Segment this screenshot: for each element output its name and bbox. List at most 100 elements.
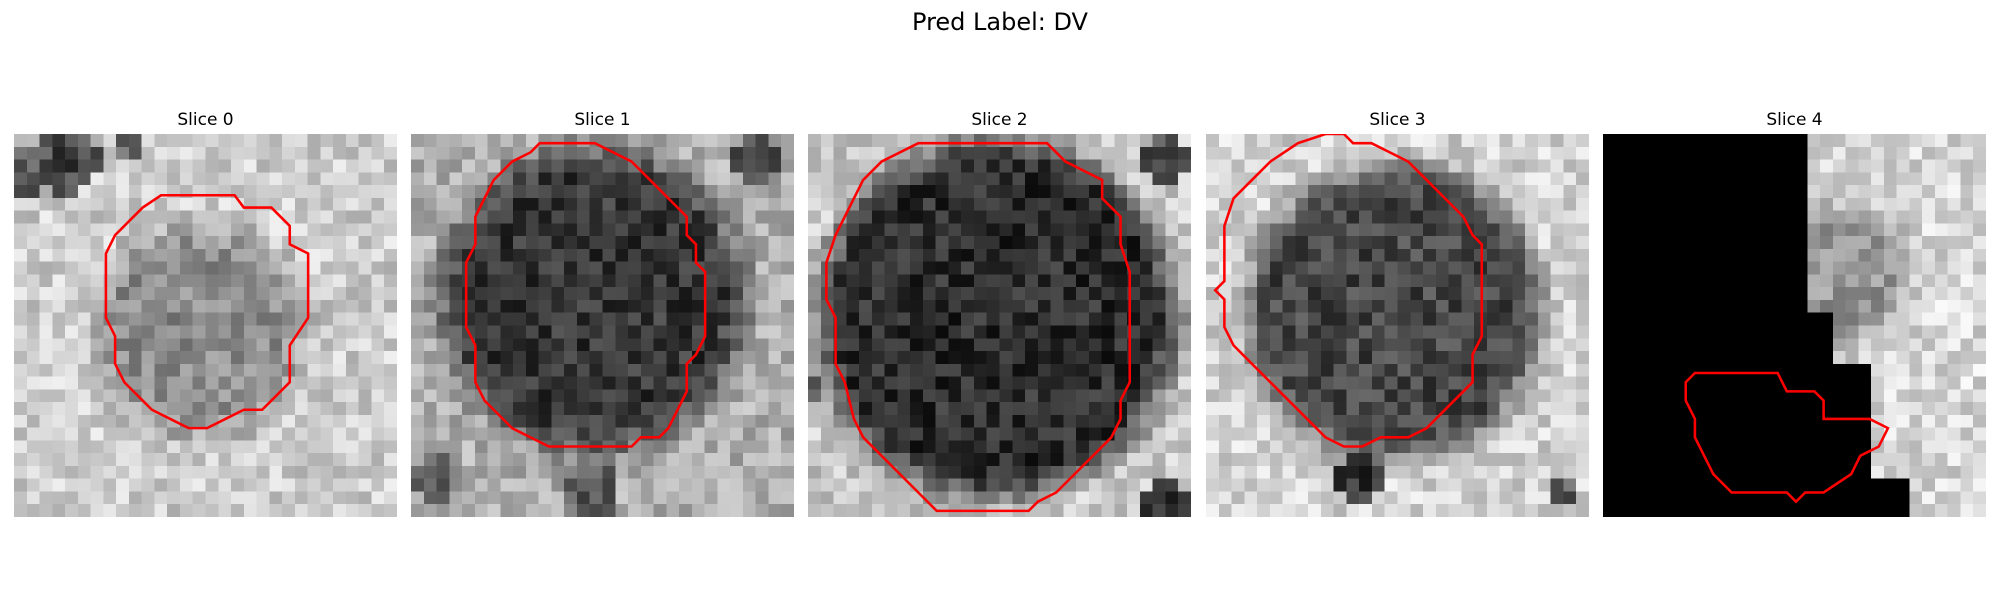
- slice-pixel: [1127, 172, 1141, 186]
- slice-pixel: [1474, 478, 1488, 492]
- slice-pixel: [1525, 478, 1539, 492]
- slice-pixel: [1896, 325, 1910, 339]
- slice-pixel: [345, 134, 359, 148]
- slice-pixel: [730, 338, 744, 352]
- slice-pixel: [167, 197, 181, 211]
- slice-pixel: [1615, 491, 1629, 505]
- slice-pixel: [1435, 210, 1449, 224]
- slice-pixel: [846, 363, 860, 377]
- slice-pixel: [730, 197, 744, 211]
- slice-pixel: [256, 427, 270, 441]
- slice-pixel: [1206, 338, 1220, 352]
- slice-pixel: [26, 236, 40, 250]
- slice-pixel: [65, 172, 79, 186]
- slice-pixel: [538, 223, 552, 237]
- slice-pixel: [1499, 414, 1513, 428]
- slice-pixel: [1101, 134, 1115, 148]
- slice-pixel: [704, 465, 718, 479]
- slice-pixel: [1730, 376, 1744, 390]
- slice-pixel: [1359, 261, 1373, 275]
- slice-pixel: [666, 274, 680, 288]
- slice-pixel: [1333, 414, 1347, 428]
- slice-pixel: [1845, 261, 1859, 275]
- slice-pixel: [1628, 134, 1642, 148]
- slice-pixel: [525, 389, 539, 403]
- slice-pixel: [1037, 159, 1051, 173]
- slice-pixel: [1063, 465, 1077, 479]
- slice-pixel: [1012, 261, 1026, 275]
- slice-pixel: [1576, 223, 1589, 237]
- slice-pixel: [1282, 185, 1296, 199]
- slice-pixel: [1165, 287, 1179, 301]
- slice-pixel: [154, 134, 168, 148]
- slice-pixel: [500, 338, 514, 352]
- slice-pixel: [1628, 453, 1642, 467]
- slice-pixel: [1717, 197, 1731, 211]
- slice-pixel: [256, 146, 270, 160]
- slice-pixel: [423, 287, 437, 301]
- slice-pixel: [256, 376, 270, 390]
- slice-pixel: [1692, 223, 1706, 237]
- slice-pixel: [1550, 261, 1564, 275]
- slice-pixel: [1871, 172, 1885, 186]
- slice-pixel: [1730, 414, 1744, 428]
- slice-pixel: [1743, 248, 1757, 262]
- slice-pixel: [1858, 402, 1872, 416]
- slice-pixel: [820, 210, 834, 224]
- slice-pixel: [1537, 338, 1551, 352]
- slice-pixel: [781, 274, 794, 288]
- slice-pixel: [513, 376, 527, 390]
- slice-pixel: [1883, 351, 1897, 365]
- slice-pixel: [884, 325, 898, 339]
- slice-pixel: [1845, 197, 1859, 211]
- slice-pixel: [1692, 197, 1706, 211]
- slice-pixel: [897, 376, 911, 390]
- slice-pixel: [871, 185, 885, 199]
- slice-pixel: [1832, 491, 1846, 505]
- slice-pixel: [1050, 223, 1064, 237]
- slice-pixel: [910, 363, 924, 377]
- slice-pixel: [922, 236, 936, 250]
- slice-pixel: [1012, 197, 1026, 211]
- slice-pixel: [742, 134, 756, 148]
- slice-pixel: [449, 491, 463, 505]
- slice-pixel: [525, 491, 539, 505]
- slice-pixel: [65, 389, 79, 403]
- slice-pixel: [910, 197, 924, 211]
- slice-pixel: [1012, 402, 1026, 416]
- slice-pixel: [1448, 363, 1462, 377]
- slice-pixel: [1820, 325, 1834, 339]
- slice-pixel: [128, 504, 142, 517]
- slice-pixel: [602, 287, 616, 301]
- slice-pixel: [487, 159, 501, 173]
- slice-pixel: [1525, 248, 1539, 262]
- slice-pixel: [1333, 325, 1347, 339]
- slice-pixel: [742, 274, 756, 288]
- slice-pixel: [935, 274, 949, 288]
- slice-pixel: [1063, 236, 1077, 250]
- slice-pixel: [1269, 236, 1283, 250]
- slice-pixel: [1781, 223, 1795, 237]
- slice-pixel: [1152, 236, 1166, 250]
- slice-pixel: [1960, 210, 1974, 224]
- slice-pixel: [1654, 402, 1668, 416]
- slice-pixel: [1231, 172, 1245, 186]
- slice-pixel: [755, 312, 769, 326]
- slice-pixel: [755, 351, 769, 365]
- slice-pixel: [691, 414, 705, 428]
- slice-pixel: [1346, 325, 1360, 339]
- slice-pixel: [922, 274, 936, 288]
- slice-pixel: [910, 427, 924, 441]
- slice-pixel: [666, 389, 680, 403]
- slice-pixel: [1076, 389, 1090, 403]
- slice-pixel: [1231, 248, 1245, 262]
- slice-pixel: [1909, 274, 1923, 288]
- slice-pixel: [1139, 287, 1153, 301]
- slice-pixel: [14, 338, 28, 352]
- slice-pixel: [243, 491, 257, 505]
- slice-pixel: [1231, 185, 1245, 199]
- slice-pixel: [602, 248, 616, 262]
- slice-pixel: [411, 210, 425, 224]
- slice-pixel: [1101, 478, 1115, 492]
- slice-pixel: [551, 274, 565, 288]
